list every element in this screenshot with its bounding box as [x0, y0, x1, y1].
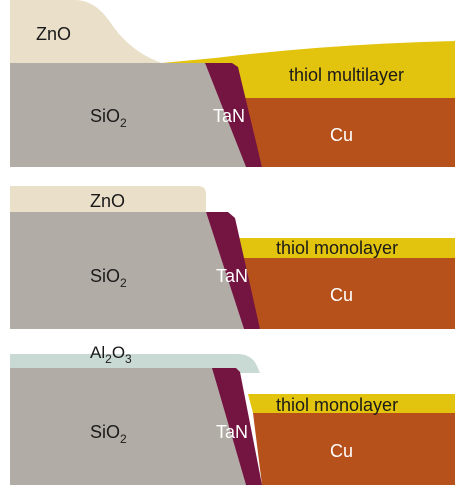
panel-2-cu-block — [238, 258, 455, 329]
panel-1-tan-label: TaN — [213, 106, 245, 126]
panel-2-zno-film — [10, 186, 206, 212]
panel-1-sio2-label: SiO2 — [90, 106, 127, 130]
panel-3-sio2-block — [10, 368, 246, 485]
panel-2-sio2-block — [10, 212, 244, 329]
panel-3-cu-block — [253, 413, 455, 485]
panel-1-cu-block — [244, 98, 455, 167]
panel-3-tan-liner — [212, 368, 262, 485]
panel-1-cu-label: Cu — [330, 125, 353, 145]
panel-2-zno-label: ZnO — [90, 191, 125, 211]
panel-3-thiol-label: thiol monolayer — [276, 395, 398, 415]
panel-1-thiol-layer — [162, 41, 455, 98]
panel-3-tan-label: TaN — [216, 422, 248, 442]
panel-1-zno-label: ZnO — [36, 24, 71, 44]
panel-2: ZnO SiO2 TaN thiol monolayer Cu — [10, 186, 455, 329]
panel-1-sio2-block — [10, 63, 246, 167]
panel-3-thiol-layer — [248, 394, 455, 413]
panel-1-zno-film — [10, 0, 162, 63]
panel-1-tan-liner — [205, 63, 262, 167]
panel-2-tan-label: TaN — [216, 266, 248, 286]
panel-2-cu-label: Cu — [330, 285, 353, 305]
panel-1-thiol-label: thiol multilayer — [289, 65, 404, 85]
panel-2-thiol-label: thiol monolayer — [276, 238, 398, 258]
panel-3-al2o3-label: Al2O3 — [90, 343, 132, 366]
panel-2-tan-liner — [206, 212, 260, 329]
panel-1: ZnO SiO2 TaN thiol multilayer Cu — [10, 0, 455, 167]
panel-2-thiol-layer — [232, 238, 455, 258]
panel-2-sio2-label: SiO2 — [90, 266, 127, 290]
panel-3-sio2-label: SiO2 — [90, 422, 127, 446]
panel-3-cu-label: Cu — [330, 441, 353, 461]
panel-3: Al2O3 SiO2 TaN thiol monolayer Cu — [10, 343, 455, 485]
